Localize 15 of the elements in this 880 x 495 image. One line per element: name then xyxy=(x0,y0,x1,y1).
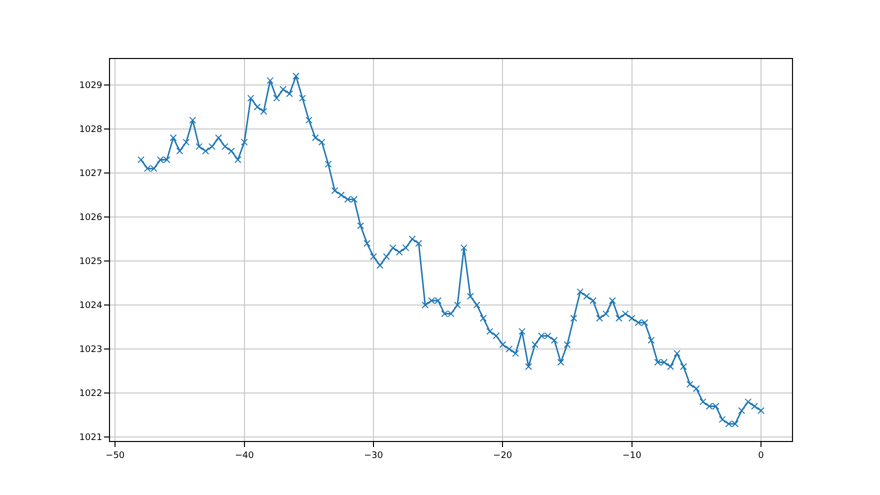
x-tick-label: −40 xyxy=(234,450,254,461)
y-tick-label: 1026 xyxy=(79,213,102,224)
y-tick-label: 1029 xyxy=(79,81,102,92)
y-tick-label: 1021 xyxy=(79,433,102,444)
x-tick-label: −20 xyxy=(493,450,512,461)
x-tick-label: 0 xyxy=(758,450,764,461)
y-tick-label: 1028 xyxy=(79,125,102,136)
x-tick-label: −10 xyxy=(622,450,642,461)
x-tick-label: −30 xyxy=(364,450,384,461)
y-tick-label: 1023 xyxy=(79,345,102,356)
y-tick-label: 1027 xyxy=(79,169,102,180)
y-tick-label: 1025 xyxy=(79,257,102,268)
y-tick-label: 1024 xyxy=(79,301,102,312)
y-tick-label: 1022 xyxy=(79,389,102,400)
x-tick-label: −50 xyxy=(106,450,125,461)
